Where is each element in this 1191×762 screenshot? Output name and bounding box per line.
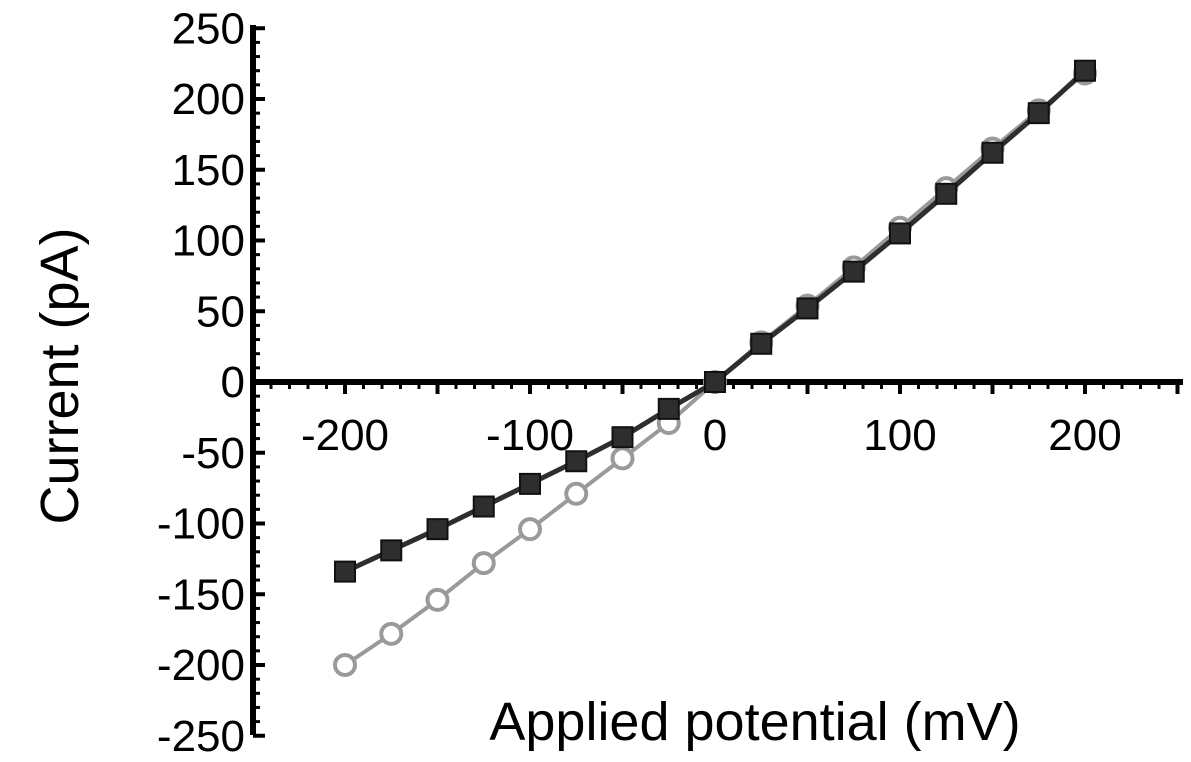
- series-1-point: [519, 472, 541, 495]
- series-1-point: [704, 371, 726, 393]
- y-tick-label: 250: [172, 4, 245, 53]
- y-tick-label: -250: [157, 712, 245, 761]
- y-tick-label: 200: [172, 75, 245, 124]
- series-1-point: [750, 332, 773, 355]
- y-tick-label: 0: [221, 358, 245, 407]
- y-tick-label: -150: [157, 570, 245, 619]
- series-1-point: [611, 426, 634, 449]
- series-1-point: [426, 518, 449, 541]
- series-1-point: [334, 560, 356, 583]
- series-2-point: [379, 621, 404, 646]
- series-1-point: [796, 297, 819, 320]
- x-tick-label: 0: [703, 411, 727, 460]
- y-tick-label: -100: [157, 500, 245, 549]
- series-2-point: [425, 587, 450, 612]
- series-1-point: [1074, 59, 1096, 82]
- y-tick-label: 100: [172, 217, 245, 266]
- series-layer: [333, 59, 1097, 677]
- series-2-point: [518, 517, 542, 542]
- y-tick-label: 150: [172, 146, 245, 195]
- y-axis: 250 200 150 100 50 0 -50 -100 -150 -200 -250: [157, 4, 265, 761]
- series-2-line: [343, 71, 1087, 667]
- series-2-point: [564, 481, 589, 506]
- series-1-point: [889, 222, 911, 245]
- series-1-point: [935, 182, 958, 205]
- series-1-point: [380, 539, 403, 562]
- series-1-point: [472, 495, 495, 518]
- series-1-point: [842, 260, 865, 283]
- x-tick-label: -100: [486, 411, 574, 460]
- series-1-point: [1027, 102, 1050, 125]
- series-1-point: [657, 397, 680, 420]
- series-1-point: [565, 450, 588, 473]
- series-1-line: [343, 68, 1087, 574]
- x-tick-label: 100: [863, 411, 936, 460]
- x-axis: -200 -100 0 100 200: [250, 379, 1183, 460]
- series-2-point: [471, 551, 496, 576]
- x-tick-label: 200: [1048, 411, 1121, 460]
- series-1-point: [981, 141, 1004, 164]
- y-axis-title: Current (pA): [30, 227, 90, 524]
- y-tick-label: -200: [157, 641, 245, 690]
- x-axis-title: Applied potential (mV): [489, 692, 1020, 752]
- series-2-point: [333, 653, 357, 677]
- y-tick-label: -50: [181, 429, 245, 478]
- series-2-point: [610, 446, 635, 471]
- y-tick-label: 50: [196, 287, 245, 336]
- x-tick-label: -200: [301, 411, 389, 460]
